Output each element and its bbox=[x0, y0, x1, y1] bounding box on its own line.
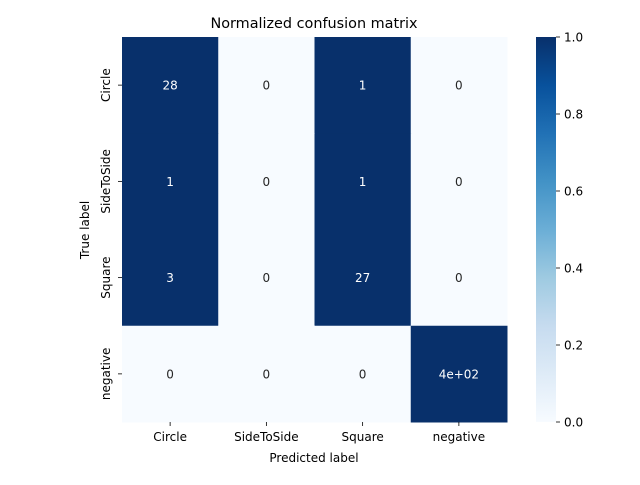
cell-label-r3-c2: 0 bbox=[359, 367, 367, 381]
y-axis-ticks: Circle SideToSide Square negative bbox=[99, 68, 122, 400]
cell-label-r2-c2: 27 bbox=[355, 271, 370, 285]
y-tick-label-1: SideToSide bbox=[99, 149, 113, 214]
colorbar-tick-label-3: 0.6 bbox=[564, 185, 583, 199]
x-tick-label-1: SideToSide bbox=[234, 430, 299, 444]
colorbar-ticks: 0.0 0.2 0.4 0.6 0.8 1.0 bbox=[556, 31, 583, 430]
colorbar-tick-label-2: 0.4 bbox=[564, 262, 583, 276]
heatmap-cell-r2-c0 bbox=[122, 229, 219, 327]
heatmap-cell-r3-c3 bbox=[410, 325, 508, 423]
heatmap-cell-r2-c2 bbox=[314, 229, 412, 327]
cell-label-r3-c3: 4e+02 bbox=[439, 367, 479, 381]
cell-label-r1-c3: 0 bbox=[455, 175, 463, 189]
cell-label-r2-c0: 3 bbox=[166, 271, 174, 285]
colorbar bbox=[536, 37, 556, 422]
cell-label-r3-c1: 0 bbox=[263, 367, 271, 381]
chart-title: Normalized confusion matrix bbox=[210, 16, 418, 32]
heatmap-cells bbox=[122, 37, 508, 423]
y-axis-label: True label bbox=[78, 201, 92, 260]
cell-label-r1-c1: 0 bbox=[263, 175, 271, 189]
cell-label-r2-c3: 0 bbox=[455, 271, 463, 285]
y-tick-label-0: Circle bbox=[99, 68, 113, 102]
heatmap-cell-r1-c1 bbox=[218, 133, 315, 230]
colorbar-tick-label-4: 0.8 bbox=[564, 108, 583, 122]
heatmap-cell-labels: 28 0 1 0 1 0 1 0 3 0 27 0 0 0 0 4e+02 bbox=[162, 79, 479, 382]
cell-label-r1-c0: 1 bbox=[166, 175, 174, 189]
heatmap-cell-r0-c2 bbox=[314, 37, 412, 134]
x-axis-ticks: Circle SideToSide Square negative bbox=[153, 422, 485, 444]
colorbar-tick-label-0: 0.0 bbox=[564, 416, 583, 430]
heatmap-cell-r1-c0 bbox=[122, 133, 219, 230]
y-tick-label-2: Square bbox=[99, 257, 113, 299]
cell-label-r0-c0: 28 bbox=[162, 79, 177, 93]
heatmap-cell-r3-c2 bbox=[314, 325, 412, 423]
x-tick-label-2: Square bbox=[342, 430, 384, 444]
colorbar-tick-label-5: 1.0 bbox=[564, 31, 583, 45]
heatmap-cell-r3-c0 bbox=[122, 325, 219, 423]
cell-label-r3-c0: 0 bbox=[166, 367, 174, 381]
x-tick-label-0: Circle bbox=[153, 430, 187, 444]
cell-label-r1-c2: 1 bbox=[359, 175, 367, 189]
heatmap-cell-r2-c1 bbox=[218, 229, 315, 327]
cell-label-r0-c2: 1 bbox=[359, 79, 367, 93]
cell-label-r0-c3: 0 bbox=[455, 79, 463, 93]
y-tick-label-3: negative bbox=[99, 348, 113, 400]
heatmap-cell-r1-c3 bbox=[410, 133, 508, 230]
heatmap-cell-r0-c3 bbox=[410, 37, 508, 134]
heatmap-cell-r0-c1 bbox=[218, 37, 315, 134]
x-axis-label: Predicted label bbox=[269, 451, 358, 465]
heatmap-cell-r0-c0 bbox=[122, 37, 219, 134]
cell-label-r2-c1: 0 bbox=[263, 271, 271, 285]
colorbar-tick-label-1: 0.2 bbox=[564, 339, 583, 353]
cell-label-r0-c1: 0 bbox=[263, 79, 271, 93]
heatmap-cell-r2-c3 bbox=[410, 229, 508, 327]
x-tick-label-3: negative bbox=[433, 430, 485, 444]
heatmap-cell-r1-c2 bbox=[314, 133, 412, 230]
heatmap-cell-r3-c1 bbox=[218, 325, 315, 423]
